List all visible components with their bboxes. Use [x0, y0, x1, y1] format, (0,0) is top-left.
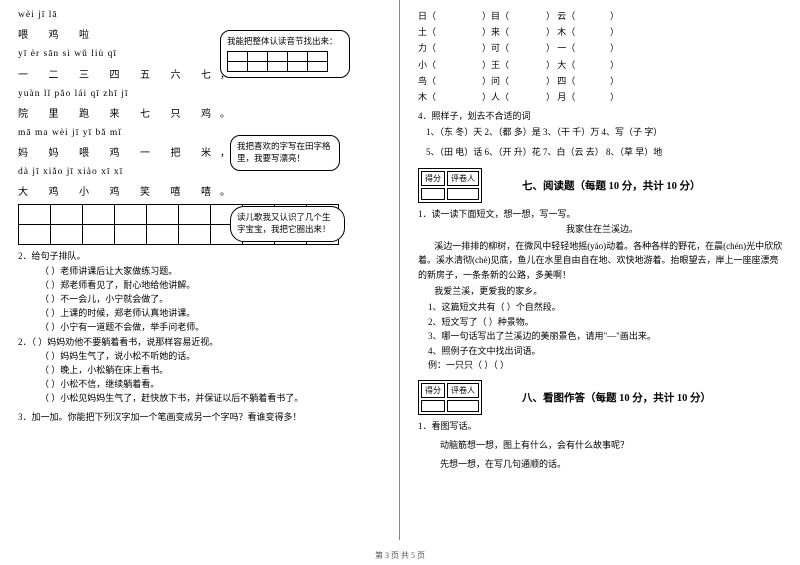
bubble-circle-chars: 读儿歌我又认识了几个生字宝宝，我把它圈出来！: [230, 206, 345, 242]
passage-p2: 我爱兰溪，更爱我的家乡。: [418, 284, 786, 298]
q4-title: 4．照样子，划去不合适的词: [418, 110, 786, 124]
fill-r6: 木（）人（） 月（）: [418, 89, 786, 105]
q4-row2: 5、（田 电）话 6、（开 升）花 7、白（云 去） 8、（草 早）地: [418, 144, 786, 160]
score-box-8: 得分评卷人: [418, 380, 482, 415]
grader-label-8: 评卷人: [447, 383, 479, 398]
q2-group2: 2．（ ）妈妈劝他不要躺着看书，说那样容易近视。 （ ）妈妈生气了，说小松不听她…: [18, 336, 385, 406]
bubble3-text: 读儿歌我又认识了几个生字宝宝，我把它圈出来！: [237, 212, 331, 234]
section-7-head: 得分评卷人 七、阅读题（每题 10 分，共计 10 分）: [418, 168, 786, 203]
q2-g2-3: （ ）小松不信，继续躺着看。: [18, 378, 385, 392]
char-5: 大 鸡 小 鸡 笑 嘻 嘻。: [18, 183, 385, 198]
section-8-head: 得分评卷人 八、看图作答（每题 10 分，共计 10 分）: [418, 380, 786, 415]
sec8-q1: 1．看图写话。: [418, 420, 786, 434]
sec7-items: 1、这篇短文共有（ ）个自然段。 2、短文写了（ ）种景物。 3、哪一句话写出了…: [418, 300, 786, 372]
right-column: 日（）目（） 云（） 土（）来（） 木（） 力（）可（） 一（） 小（）王（） …: [400, 0, 800, 540]
fill-r2: 土（）来（） 木（）: [418, 24, 786, 40]
sec8-l1: 动脑筋想一想，图上有什么，会有什么故事呢？: [418, 439, 786, 453]
sec7-i4: 4、照例子在文中找出词语。: [428, 344, 786, 358]
q2-g2-2: （ ）晚上，小松躺在床上看书。: [18, 364, 385, 378]
q2-g1-5: （ ）小宁有一道题不会做，举手问老师。: [18, 321, 385, 335]
left-column: 我能把整体认读音节找出来： 我把喜欢的字写在田字格里，我要写漂亮！ 读儿歌我又认…: [0, 0, 400, 540]
score-label: 得分: [421, 171, 445, 186]
q2-g1-3: （ ）不一会儿，小宁就会做了。: [18, 293, 385, 307]
passage-title: 我家住在兰溪边。: [418, 222, 786, 236]
fill-r5: 鸟（）问（） 四（）: [418, 73, 786, 89]
char-3: 院 里 跑 来 七 只 鸡。: [18, 105, 385, 120]
section-8-title: 八、看图作答（每题 10 分，共计 10 分）: [522, 390, 711, 405]
q2-g2-h: 2．（ ）妈妈劝他不要躺着看书，说那样容易近视。: [18, 336, 385, 350]
sec7-i2: 2、短文写了（ ）种景物。: [428, 315, 786, 329]
q2-g2-1: （ ）妈妈生气了，说小松不听她的话。: [18, 350, 385, 364]
sec7-i3: 3、哪一句话写出了兰溪边的美丽景色，请用"—"画出来。: [428, 329, 786, 343]
q4-row1: 1、（东 冬）天 2、（都 多）是 3、（干 千）万 4、写（子 字）: [418, 124, 786, 140]
q2-g2-4: （ ）小松见妈妈生气了，赶快放下书，并保证以后不躺着看书了。: [18, 392, 385, 406]
bubble2-text: 我把喜欢的字写在田字格里，我要写漂亮！: [237, 141, 331, 163]
sec7-i1: 1、这篇短文共有（ ）个自然段。: [428, 300, 786, 314]
pinyin-3: yuàn lǐ pǎo lái qī zhī jī: [18, 87, 385, 101]
bubble1-grid: [227, 51, 328, 72]
grader-label: 评卷人: [447, 171, 479, 186]
score-label-8: 得分: [421, 383, 445, 398]
q2-title: 2．给句子排队。: [18, 250, 385, 264]
q2-group1: （ ）老师讲课后让大家做练习题。 （ ）郑老师看见了，耐心地给他讲解。 （ ）不…: [18, 265, 385, 335]
sec7-q1: 1．读一读下面短文，想一想，写一写。: [418, 208, 786, 222]
q2-g1-2: （ ）郑老师看见了，耐心地给他讲解。: [18, 279, 385, 293]
sec8-l2: 先想一想，在写几句通顺的话。: [418, 458, 786, 472]
sec7-i5: 例：一只只（ ）（ ）: [428, 358, 786, 372]
score-box-7: 得分评卷人: [418, 168, 482, 203]
section-7-title: 七、阅读题（每题 10 分，共计 10 分）: [522, 178, 701, 193]
q3-title: 3．加一加。你能把下列汉字加一个笔画变成另一个字吗？看谁变得多！: [18, 411, 385, 425]
fill-r4: 小（）王（） 大（）: [418, 57, 786, 73]
page-footer: 第 3 页 共 5 页: [0, 550, 800, 561]
bubble1-text: 我能把整体认读音节找出来：: [227, 36, 343, 48]
q2-g1-1: （ ）老师讲课后让大家做练习题。: [18, 265, 385, 279]
passage-p1: 溪边一排排的柳树，在微风中轻轻地摇(yáo)动着。各种各样的野花，在晨(chén…: [418, 239, 786, 282]
bubble-tianzige: 我把喜欢的字写在田字格里，我要写漂亮！: [230, 135, 340, 171]
fill-block: 日（）目（） 云（） 土（）来（） 木（） 力（）可（） 一（） 小（）王（） …: [418, 8, 786, 105]
bubble-find-syllable: 我能把整体认读音节找出来：: [220, 30, 350, 78]
fill-r3: 力（）可（） 一（）: [418, 40, 786, 56]
q2-g1-4: （ ）上课的时候，郑老师认真地讲课。: [18, 307, 385, 321]
fill-r1: 日（）目（） 云（）: [418, 8, 786, 24]
pinyin-1: wèi jī lā: [18, 8, 385, 22]
